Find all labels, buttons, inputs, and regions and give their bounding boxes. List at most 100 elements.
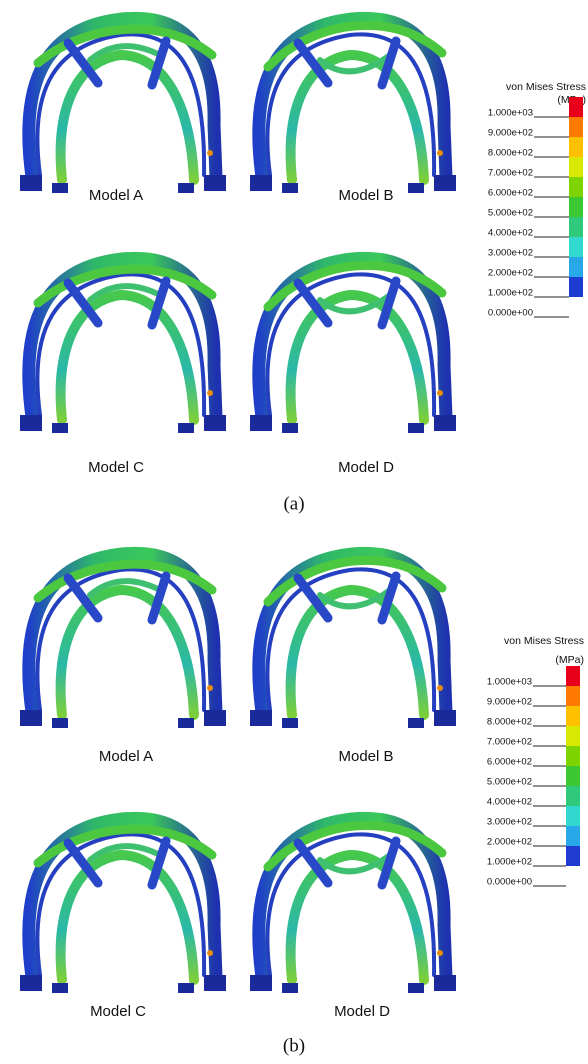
legend-tick-label: 8.000e+02 bbox=[488, 148, 533, 159]
foot bbox=[178, 183, 194, 193]
model-render bbox=[250, 18, 456, 193]
foot bbox=[250, 710, 272, 726]
hotspot bbox=[207, 390, 213, 396]
legend-tick-label: 3.000e+02 bbox=[488, 248, 533, 259]
inner-arch bbox=[61, 55, 194, 180]
model-label: Model D bbox=[338, 459, 394, 476]
legend-tick-label: 6.000e+02 bbox=[487, 757, 532, 768]
legend-tick-label: 0.000e+00 bbox=[487, 877, 532, 888]
model-render bbox=[20, 18, 226, 193]
colorbar-segment bbox=[566, 846, 580, 866]
foot bbox=[20, 415, 42, 431]
colorbar-segment bbox=[569, 157, 583, 177]
legend-tick-label: 7.000e+02 bbox=[488, 168, 533, 179]
foot bbox=[250, 415, 272, 431]
foot bbox=[282, 983, 298, 993]
inner-arch bbox=[61, 590, 194, 715]
foot bbox=[52, 183, 68, 193]
foot bbox=[408, 718, 424, 728]
legend-tick-label: 3.000e+02 bbox=[487, 817, 532, 828]
foot bbox=[408, 983, 424, 993]
colorbar-segment bbox=[566, 786, 580, 806]
legend-tick-label: 9.000e+02 bbox=[488, 128, 533, 139]
foot bbox=[282, 423, 298, 433]
model-label: Model A bbox=[89, 187, 143, 204]
colorbar-segment bbox=[566, 766, 580, 786]
foot bbox=[282, 718, 298, 728]
legend-tick-label: 5.000e+02 bbox=[488, 208, 533, 219]
colorbar-segment bbox=[566, 726, 580, 746]
foot bbox=[178, 423, 194, 433]
model-render bbox=[20, 258, 226, 433]
legend-unit: (MPa) bbox=[555, 654, 584, 666]
foot bbox=[250, 175, 272, 191]
foot bbox=[204, 975, 226, 991]
legend-title: von Mises Stress bbox=[504, 635, 584, 647]
colorbar-segment bbox=[569, 217, 583, 237]
colorbar-segment bbox=[566, 686, 580, 706]
colorbar-segment bbox=[566, 706, 580, 726]
model-render bbox=[20, 818, 226, 993]
colorbar-segment bbox=[569, 137, 583, 157]
foot bbox=[204, 710, 226, 726]
model-label: Model B bbox=[338, 748, 393, 765]
legend-tick-label: 6.000e+02 bbox=[488, 188, 533, 199]
figure: Model A Model B Model C Model D (a) von Mises… bbox=[0, 0, 588, 1064]
legend-tick-label: 9.000e+02 bbox=[487, 697, 532, 708]
model-label: Model B bbox=[338, 187, 393, 204]
model-render bbox=[250, 258, 456, 433]
colorbar-segment bbox=[569, 177, 583, 197]
inner-arch bbox=[61, 295, 194, 420]
foot bbox=[52, 423, 68, 433]
model-render bbox=[250, 553, 456, 728]
foot bbox=[434, 975, 456, 991]
hotspot bbox=[207, 685, 213, 691]
foot bbox=[408, 423, 424, 433]
foot bbox=[250, 975, 272, 991]
legend-tick-label: 7.000e+02 bbox=[487, 737, 532, 748]
colorbar-segment bbox=[569, 97, 583, 117]
legend-tick-label: 1.000e+03 bbox=[487, 677, 532, 688]
legend-tick-label: 2.000e+02 bbox=[488, 268, 533, 279]
legend-tick-label: 5.000e+02 bbox=[487, 777, 532, 788]
hotspot bbox=[437, 950, 443, 956]
foot bbox=[20, 175, 42, 191]
foot bbox=[178, 983, 194, 993]
colorbar-segment bbox=[566, 806, 580, 826]
model-label: Model A bbox=[99, 748, 153, 765]
legend-tick-label: 1.000e+03 bbox=[488, 108, 533, 119]
inner-arch bbox=[61, 855, 194, 980]
legend-tick-label: 4.000e+02 bbox=[488, 228, 533, 239]
model-render bbox=[20, 553, 226, 728]
foot bbox=[434, 175, 456, 191]
foot bbox=[434, 710, 456, 726]
colorbar-segment bbox=[566, 746, 580, 766]
colorbar-segment bbox=[569, 257, 583, 277]
hotspot bbox=[437, 390, 443, 396]
legend-tick-label: 1.000e+02 bbox=[488, 288, 533, 299]
colorbar-segment bbox=[566, 666, 580, 686]
foot bbox=[20, 975, 42, 991]
colorbar-segment bbox=[566, 826, 580, 846]
hotspot bbox=[207, 150, 213, 156]
legend-title: von Mises Stress bbox=[506, 81, 586, 93]
legend-tick-label: 4.000e+02 bbox=[487, 797, 532, 808]
foot bbox=[282, 183, 298, 193]
colorbar-segment bbox=[569, 197, 583, 217]
panel-label: (a) bbox=[283, 493, 304, 514]
model-label: Model D bbox=[334, 1003, 390, 1020]
colorbar-segment bbox=[569, 117, 583, 137]
foot bbox=[434, 415, 456, 431]
foot bbox=[204, 415, 226, 431]
foot bbox=[204, 175, 226, 191]
colorbar-segment bbox=[569, 277, 583, 297]
model-label: Model C bbox=[90, 1003, 146, 1020]
legend-tick-label: 2.000e+02 bbox=[487, 837, 532, 848]
hotspot bbox=[437, 150, 443, 156]
foot bbox=[20, 710, 42, 726]
hotspot bbox=[437, 685, 443, 691]
model-label: Model C bbox=[88, 459, 144, 476]
colorbar-segment bbox=[569, 237, 583, 257]
foot bbox=[178, 718, 194, 728]
model-render bbox=[250, 818, 456, 993]
